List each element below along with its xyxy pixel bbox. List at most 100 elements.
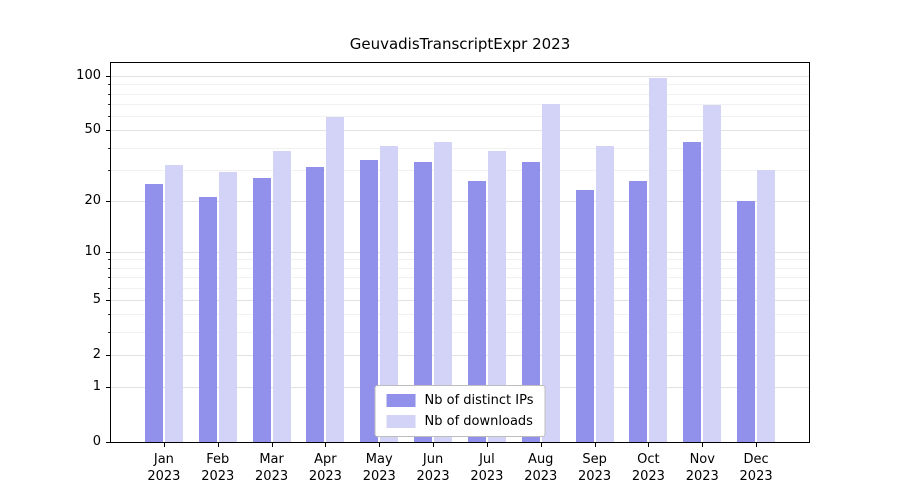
x-tick-month: Apr [314,452,337,467]
y-tick-mark [106,442,110,443]
x-tick-year: 2023 [255,469,289,484]
bar-distinct-ips [629,180,648,442]
x-tick-label: Apr 2023 [293,451,357,485]
bar-downloads [703,105,722,442]
x-tick-mark [540,443,542,447]
bar-distinct-ips [360,160,379,442]
x-tick-label: Aug 2023 [509,451,573,485]
bar-downloads [487,151,506,442]
y-tick-label: 100 [76,68,101,83]
legend-item: Nb of downloads [386,414,534,429]
x-tick-mark [163,443,165,447]
y-minor-tick-mark [108,332,110,334]
y-tick-label: 50 [84,122,101,138]
bar-downloads [595,145,614,442]
x-tick-month: Feb [206,452,230,467]
x-tick-mark [486,443,488,447]
grid-line-major [111,354,809,356]
y-minor-tick-mark [108,93,110,95]
x-tick-year: 2023 [524,469,558,484]
chart-title: GeuvadisTranscriptExpr 2023 [349,35,571,53]
bar-downloads [649,77,668,442]
x-tick-year: 2023 [631,469,665,484]
y-tick-label: 0 [92,434,101,449]
grid-line-minor [111,267,809,269]
legend-item: Nb of distinct IPs [386,393,533,408]
x-tick-year: 2023 [308,469,342,484]
bar-distinct-ips [683,141,702,442]
x-tick-mark [217,443,219,447]
x-tick-mark [702,443,704,447]
x-tick-label: Feb 2023 [186,451,250,485]
y-tick-label: 20 [84,192,101,208]
y-minor-tick-mark [108,103,110,105]
y-tick-label: 5 [92,291,101,307]
legend: Nb of distinct IPs Nb of downloads [374,385,546,437]
grid-line-major [111,200,809,202]
x-tick-mark [271,443,273,447]
x-tick-label: Oct 2023 [616,451,680,485]
y-tick-label: 10 [84,243,101,259]
grid-line-minor [111,277,809,279]
x-tick-label: Jun 2023 [401,451,465,485]
grid-line-minor [111,169,809,171]
grid-line-minor [111,287,809,289]
bar-downloads [757,169,776,442]
x-tick-month: Oct [637,452,660,467]
x-tick-mark [594,443,596,447]
y-minor-tick-mark [108,277,110,279]
x-tick-month: May [365,452,393,467]
x-tick-month: Mar [259,452,284,467]
x-tick-year: 2023 [147,469,181,484]
bar-distinct-ips [144,183,163,442]
y-tick-mark [106,130,110,132]
bar-downloads [164,164,183,442]
bar-distinct-ips [306,167,325,442]
y-minor-tick-mark [108,267,110,269]
y-minor-tick-mark [108,147,110,149]
y-minor-tick-mark [108,259,110,261]
y-tick-label: 1 [92,379,101,395]
y-tick-mark [106,200,110,202]
x-tick-mark [433,443,435,447]
grid-line-minor [111,93,809,95]
bar-distinct-ips [467,180,486,442]
x-tick-label: Jan 2023 [132,451,196,485]
bar-downloads [326,117,345,442]
bar-downloads [541,103,560,442]
grid-line-minor [111,84,809,86]
y-tick-mark [106,387,110,389]
bar-downloads [380,145,399,442]
x-tick-month: Sep [582,452,607,467]
x-tick-month: Jan [153,452,174,467]
grid-line-major [111,130,809,132]
y-tick-mark [106,354,110,356]
x-tick-label: Mar 2023 [240,451,304,485]
y-minor-tick-mark [108,287,110,289]
x-tick-mark [379,443,381,447]
x-tick-year: 2023 [578,469,612,484]
y-tick-mark [106,251,110,253]
bar-downloads [272,151,291,442]
bar-distinct-ips [521,162,540,442]
x-tick-year: 2023 [416,469,450,484]
bar-downloads [218,172,237,442]
y-tick-mark [106,299,110,301]
legend-swatch [386,415,416,428]
grid-line-minor [111,115,809,117]
bar-downloads [434,141,453,442]
x-tick-label: May 2023 [347,451,411,485]
x-tick-label: Dec 2023 [724,451,788,485]
bar-distinct-ips [575,189,594,442]
y-tick-label: 2 [92,346,101,362]
y-tick-mark [106,76,110,77]
x-tick-month: Nov [689,452,715,467]
x-tick-month: Dec [743,452,769,467]
grid-line-minor [111,314,809,316]
y-minor-tick-mark [108,115,110,117]
x-tick-year: 2023 [470,469,504,484]
x-tick-label: Jul 2023 [455,451,519,485]
grid-line-minor [111,103,809,105]
x-tick-month: Jun [422,452,444,467]
